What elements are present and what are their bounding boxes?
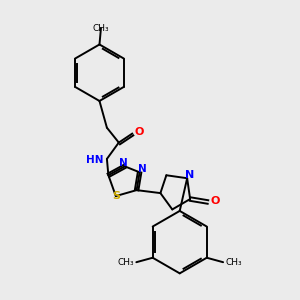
- Text: O: O: [135, 127, 144, 137]
- Text: CH₃: CH₃: [93, 24, 109, 33]
- Text: O: O: [211, 196, 220, 206]
- Text: N: N: [119, 158, 128, 168]
- Text: N: N: [138, 164, 147, 174]
- Text: CH₃: CH₃: [118, 258, 134, 267]
- Text: S: S: [112, 191, 120, 201]
- Text: HN: HN: [86, 155, 104, 165]
- Text: CH₃: CH₃: [225, 258, 242, 267]
- Text: N: N: [185, 170, 195, 180]
